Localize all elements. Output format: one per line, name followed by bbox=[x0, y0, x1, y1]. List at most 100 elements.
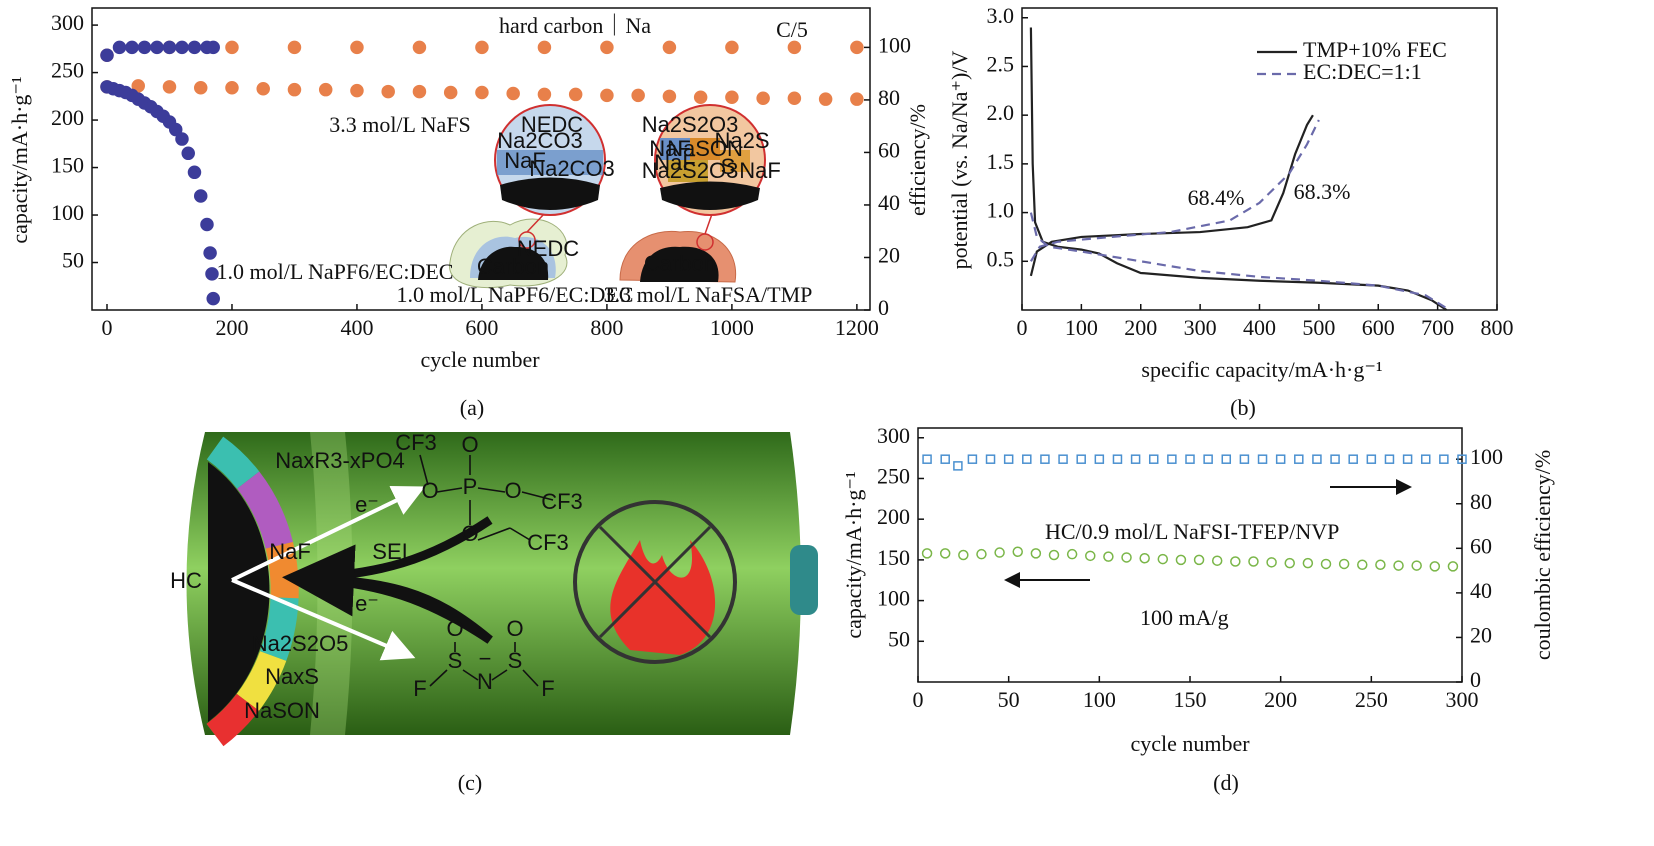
marker bbox=[787, 91, 802, 105]
x-tick-label: 700 bbox=[1421, 315, 1454, 340]
inset-label: NaF bbox=[649, 136, 691, 161]
x-tick-label: 50 bbox=[998, 687, 1020, 712]
molecule-label: F bbox=[413, 676, 426, 701]
marker bbox=[693, 90, 708, 105]
inset-label: Na2CO3 bbox=[529, 156, 615, 181]
marker bbox=[187, 165, 202, 180]
marker bbox=[443, 85, 458, 100]
legend-label: EC:DEC=1:1 bbox=[1303, 59, 1422, 84]
molecule-label: O bbox=[461, 521, 478, 546]
y-tick-label: 100 bbox=[877, 586, 910, 611]
marker bbox=[475, 40, 489, 55]
diagram-label: NaF bbox=[269, 539, 311, 564]
marker bbox=[150, 40, 164, 55]
marker bbox=[1167, 454, 1177, 464]
marker bbox=[1157, 553, 1169, 565]
y-tick-label: 150 bbox=[877, 545, 910, 570]
marker bbox=[850, 92, 864, 106]
marker bbox=[475, 85, 489, 100]
marker bbox=[1012, 546, 1023, 557]
marker bbox=[1248, 556, 1259, 567]
marker bbox=[1112, 454, 1123, 464]
marker bbox=[1439, 454, 1449, 464]
marker bbox=[953, 461, 963, 471]
y2-tick-label: 20 bbox=[878, 243, 900, 268]
marker bbox=[1211, 555, 1223, 566]
molecule-label: CF3 bbox=[541, 489, 583, 514]
x-tick-label: 300 bbox=[1446, 687, 1479, 712]
annotation: 68.3% bbox=[1294, 179, 1351, 204]
x-tick-label: 800 bbox=[1481, 315, 1514, 340]
molecule-label: CF3 bbox=[527, 530, 569, 555]
diagram-label: e⁻ bbox=[355, 492, 379, 517]
marker bbox=[1085, 550, 1096, 562]
marker bbox=[967, 454, 978, 464]
marker bbox=[350, 40, 364, 55]
x-tick-label: 0 bbox=[1017, 315, 1028, 340]
x-tick-label: 600 bbox=[1362, 315, 1395, 340]
panel-caption: (b) bbox=[1230, 395, 1256, 420]
annotation: HC/0.9 mol/L NaFSI-TFEP/NVP bbox=[1045, 519, 1339, 544]
y2-tick-label: 100 bbox=[878, 32, 911, 57]
molecule-label: O bbox=[421, 478, 438, 503]
marker bbox=[412, 84, 427, 99]
x-tick-label: 250 bbox=[1355, 687, 1388, 712]
marker bbox=[756, 91, 770, 105]
x-tick-label: 300 bbox=[1184, 315, 1217, 340]
y2-tick-label: 80 bbox=[878, 85, 900, 110]
y-tick-label: 1.5 bbox=[987, 149, 1015, 174]
marker bbox=[181, 146, 195, 161]
marker bbox=[206, 40, 220, 55]
marker bbox=[662, 40, 677, 55]
y2-axis-label: efficiency/% bbox=[905, 104, 930, 216]
marker bbox=[1048, 549, 1060, 561]
marker bbox=[506, 86, 520, 101]
battery-illustration bbox=[186, 432, 818, 747]
annotation: C/5 bbox=[776, 17, 808, 42]
x-tick-label: 200 bbox=[1264, 687, 1297, 712]
marker bbox=[1193, 554, 1205, 566]
x-axis-label: specific capacity/mA·h·g⁻¹ bbox=[1141, 357, 1382, 382]
inset-label: NaF bbox=[654, 150, 696, 175]
panel-caption: (a) bbox=[460, 395, 484, 420]
y-tick-label: 100 bbox=[51, 200, 84, 225]
marker bbox=[203, 246, 217, 260]
inset-label: Na2S2O3 bbox=[642, 112, 739, 137]
marker bbox=[287, 82, 302, 97]
marker bbox=[940, 454, 950, 464]
molecule-label: O bbox=[506, 616, 523, 641]
x-tick-label: 600 bbox=[465, 315, 498, 340]
marker bbox=[1411, 560, 1422, 571]
y-tick-label: 2.5 bbox=[987, 51, 1015, 76]
marker bbox=[1257, 454, 1268, 464]
marker bbox=[350, 83, 364, 98]
marker bbox=[225, 40, 239, 55]
diagram-label: Na2S2O5 bbox=[252, 631, 349, 656]
marker bbox=[1320, 558, 1332, 570]
marker bbox=[287, 40, 302, 55]
y2-tick-label: 60 bbox=[878, 137, 900, 162]
marker bbox=[568, 87, 583, 102]
marker bbox=[225, 81, 239, 95]
marker bbox=[1130, 454, 1141, 464]
marker bbox=[193, 189, 208, 203]
molecule-label: O bbox=[446, 616, 463, 641]
diagram-label: SEI bbox=[372, 539, 407, 564]
marker bbox=[1003, 454, 1014, 464]
inset-label: NaF bbox=[739, 158, 781, 183]
marker bbox=[662, 89, 677, 104]
molecule-label: O bbox=[461, 432, 478, 457]
y-tick-label: 200 bbox=[877, 504, 910, 529]
y-tick-label: 3.0 bbox=[987, 3, 1015, 28]
marker bbox=[193, 81, 208, 95]
marker bbox=[205, 267, 219, 281]
marker bbox=[112, 40, 127, 55]
marker bbox=[175, 132, 189, 146]
y2-tick-label: 100 bbox=[1470, 444, 1503, 469]
marker bbox=[958, 549, 969, 561]
annotation: 1.0 mol/L NaPF6/EC:DEC bbox=[397, 282, 634, 307]
inset-label: NEDC bbox=[517, 236, 579, 261]
marker bbox=[125, 40, 139, 55]
annotation: 3.3 mol/L NaFSA/TMP bbox=[604, 282, 813, 307]
diagram-label: NaxS bbox=[265, 664, 319, 689]
